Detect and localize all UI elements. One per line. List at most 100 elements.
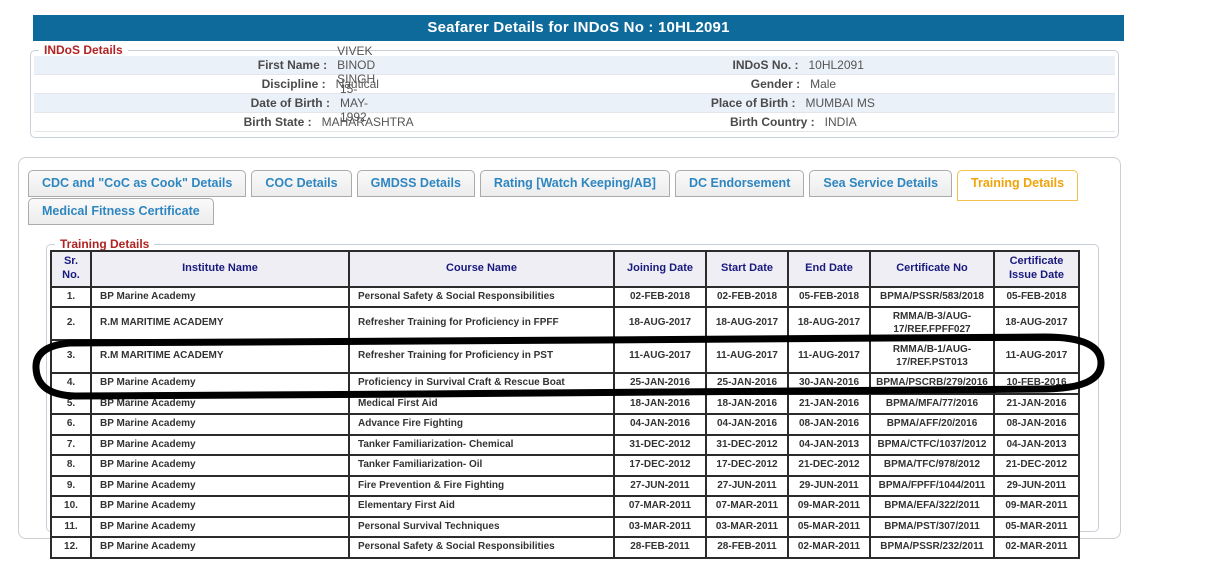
tab-training-details[interactable]: Training Details — [957, 170, 1079, 201]
training-details-table: Sr. No. Institute Name Course Name Joining … — [50, 250, 1080, 559]
tab-dc-endorsement[interactable]: DC Endorsement — [674, 170, 805, 197]
column-header-joining-date: Joining Date — [613, 250, 707, 288]
cell-joining-date: 31-DEC-2012 — [613, 433, 707, 456]
cell-certificate-no: RMMA/B-1/AUG-17/REF.PST013 — [869, 339, 995, 374]
tab-sea-service-details[interactable]: Sea Service Details — [809, 170, 953, 197]
cell-end-date: 08-JAN-2016 — [787, 413, 871, 436]
cell-end-date: 11-AUG-2017 — [787, 339, 871, 374]
field-label: Birth Country : — [730, 115, 815, 129]
tab-coc-details[interactable]: COC Details — [251, 170, 352, 197]
cell-end-date: 04-JAN-2013 — [787, 433, 871, 456]
field-value: VIVEK BINOD SINGH — [337, 44, 376, 86]
field-label: Gender : — [750, 77, 801, 91]
table-row: 5. BP Marine Academy Medical First Aid 18-J… — [50, 392, 1080, 415]
table-row: 2. R.M MARITIME ACADEMY Refresher Training… — [50, 306, 1080, 341]
table-row: 4. BP Marine Academy Proficiency in Surviv… — [50, 372, 1080, 395]
cell-start-date: 07-MAR-2011 — [705, 495, 789, 518]
cell-institute-name: BP Marine Academy — [90, 536, 350, 559]
field-value: MUMBAI MS — [805, 96, 875, 110]
table-header-row: Sr. No. Institute Name Course Name Joining … — [50, 250, 1080, 288]
table-row: 8. BP Marine Academy Tanker Familiarizatio… — [50, 454, 1080, 477]
training-details-panel: Training Details Sr. No. Institute Name Co… — [46, 237, 1099, 559]
cell-sr-no: 7. — [50, 433, 92, 456]
tab-cdc-and-coc-as-cook-details[interactable]: CDC and "CoC as Cook" Details — [28, 170, 247, 197]
table-body: 1. BP Marine Academy Personal Safety & Soc… — [50, 285, 1080, 559]
column-header-certificate-no: Certificate No — [869, 250, 995, 288]
cell-course-name: Refresher Training for Proficiency in PS… — [348, 339, 615, 374]
tab-strip-row2: Medical Fitness Certificate — [28, 198, 214, 225]
column-header-start-date: Start Date — [705, 250, 789, 288]
cell-course-name: Tanker Familiarization- Oil — [348, 454, 615, 477]
cell-certificate-no: BPMA/CTFC/1037/2012 — [869, 433, 995, 456]
cell-sr-no: 12. — [50, 536, 92, 559]
cell-sr-no: 2. — [50, 306, 92, 341]
cell-certificate-issue-date: 29-JUN-2011 — [993, 474, 1080, 497]
cell-institute-name: BP Marine Academy — [90, 413, 350, 436]
cell-certificate-issue-date: 04-JAN-2013 — [993, 433, 1080, 456]
cell-course-name: Personal Survival Techniques — [348, 515, 615, 538]
table-row: 3. R.M MARITIME ACADEMY Refresher Training… — [50, 339, 1080, 374]
cell-end-date: 21-DEC-2012 — [787, 454, 871, 477]
table-row: 6. BP Marine Academy Advance Fire Fighting… — [50, 413, 1080, 436]
field-value: INDIA — [824, 115, 857, 129]
indos-detail-row: Date of Birth : 15-MAY-1992 Place of Birth… — [34, 82, 1115, 124]
cell-start-date: 11-AUG-2017 — [705, 339, 789, 374]
cell-certificate-issue-date: 21-DEC-2012 — [993, 454, 1080, 477]
field-label: Discipline : — [261, 77, 326, 91]
cell-course-name: Personal Safety & Social Responsibilitie… — [348, 285, 615, 308]
cell-course-name: Proficiency in Survival Craft & Rescue B… — [348, 372, 615, 395]
cell-start-date: 28-FEB-2011 — [705, 536, 789, 559]
indos-details-rows: First Name : VIVEK BINOD SINGH INDoS No. :… — [34, 44, 1115, 132]
cell-end-date: 02-MAR-2011 — [787, 536, 871, 559]
cell-joining-date: 03-MAR-2011 — [613, 515, 707, 538]
cell-course-name: Refresher Training for Proficiency in FP… — [348, 306, 615, 341]
cell-course-name: Tanker Familiarization- Chemical — [348, 433, 615, 456]
table-row: 7. BP Marine Academy Tanker Familiarizatio… — [50, 433, 1080, 456]
cell-sr-no: 6. — [50, 413, 92, 436]
field-value: MAHARASHTRA — [321, 115, 414, 129]
column-header-course-name: Course Name — [348, 250, 615, 288]
cell-certificate-no: BPMA/FPFF/1044/2011 — [869, 474, 995, 497]
cell-certificate-no: RMMA/B-3/AUG-17/REF.FPFF027 — [869, 306, 995, 341]
indos-details-panel: INDoS Details First Name : VIVEK BINOD SI… — [30, 43, 1119, 138]
cell-certificate-no: BPMA/TFC/978/2012 — [869, 454, 995, 477]
table-row: 1. BP Marine Academy Personal Safety & Soc… — [50, 285, 1080, 308]
cell-joining-date: 17-DEC-2012 — [613, 454, 707, 477]
field-label: Place of Birth : — [710, 96, 796, 110]
field-label: INDoS No. : — [732, 58, 799, 72]
cell-joining-date: 18-JAN-2016 — [613, 392, 707, 415]
cell-institute-name: BP Marine Academy — [90, 433, 350, 456]
indos-detail-row: Discipline : Nautical Gender : Male — [34, 75, 1115, 94]
cell-sr-no: 5. — [50, 392, 92, 415]
cell-course-name: Medical First Aid — [348, 392, 615, 415]
cell-institute-name: R.M MARITIME ACADEMY — [90, 306, 350, 341]
tab-medical-fitness-certificate[interactable]: Medical Fitness Certificate — [28, 198, 214, 225]
cell-certificate-no: BPMA/AFF/20/2016 — [869, 413, 995, 436]
cell-institute-name: BP Marine Academy — [90, 515, 350, 538]
field-label: Birth State : — [243, 115, 312, 129]
cell-certificate-issue-date: 09-MAR-2011 — [993, 495, 1080, 518]
cell-joining-date: 27-JUN-2011 — [613, 474, 707, 497]
page-title: Seafarer Details for INDoS No : 10HL2091 — [33, 15, 1124, 41]
cell-sr-no: 11. — [50, 515, 92, 538]
cell-certificate-no: BPMA/PSSR/583/2018 — [869, 285, 995, 308]
column-header-certificate-issue-date: Certificate Issue Date — [993, 250, 1080, 288]
column-header-end-date: End Date — [787, 250, 871, 288]
cell-start-date: 04-JAN-2016 — [705, 413, 789, 436]
tab-gmdss-details[interactable]: GMDSS Details — [356, 170, 475, 197]
field-label: Date of Birth : — [250, 96, 330, 110]
indos-detail-row: Birth State : MAHARASHTRA Birth Country : I… — [34, 113, 1115, 132]
cell-certificate-issue-date: 02-MAR-2011 — [993, 536, 1080, 559]
cell-joining-date: 18-AUG-2017 — [613, 306, 707, 341]
cell-sr-no: 8. — [50, 454, 92, 477]
cell-institute-name: R.M MARITIME ACADEMY — [90, 339, 350, 374]
tab-rating-watch-keeping-ab[interactable]: Rating [Watch Keeping/AB] — [479, 170, 670, 197]
cell-certificate-no: BPMA/PSSR/232/2011 — [869, 536, 995, 559]
cell-end-date: 05-FEB-2018 — [787, 285, 871, 308]
cell-joining-date: 28-FEB-2011 — [613, 536, 707, 559]
cell-certificate-issue-date: 05-FEB-2018 — [993, 285, 1080, 308]
cell-certificate-no: BPMA/MFA/77/2016 — [869, 392, 995, 415]
column-header-institute-name: Institute Name — [90, 250, 350, 288]
cell-sr-no: 3. — [50, 339, 92, 374]
cell-institute-name: BP Marine Academy — [90, 495, 350, 518]
